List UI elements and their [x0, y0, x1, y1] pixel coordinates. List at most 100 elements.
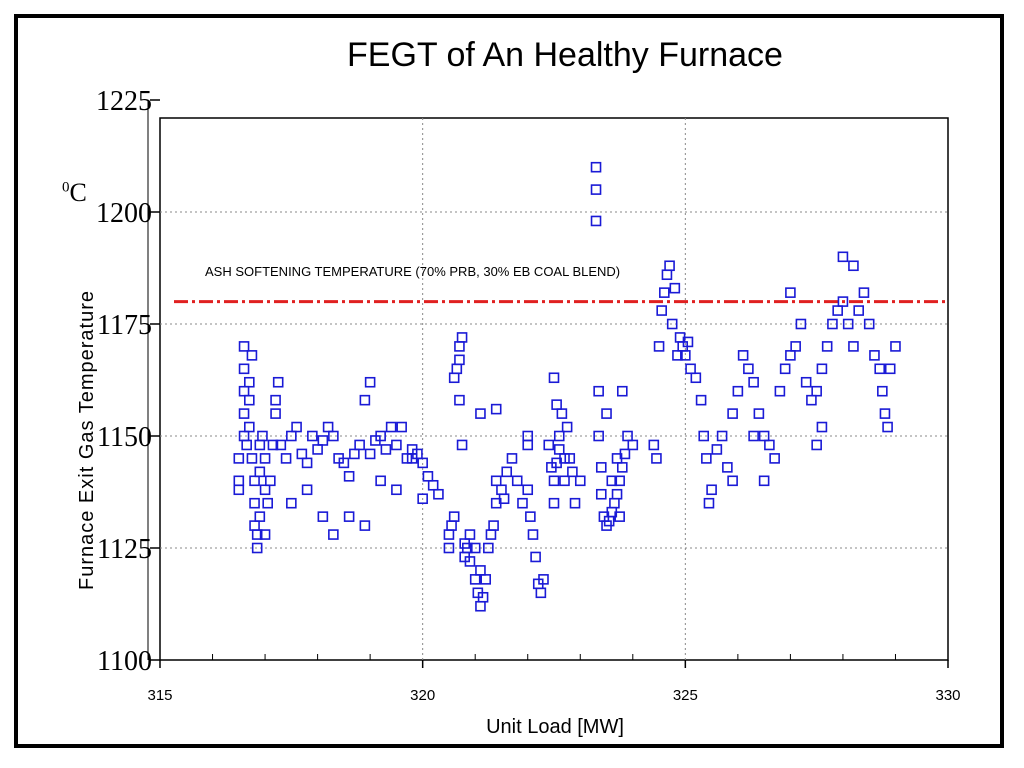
data-point [848, 260, 859, 272]
data-point [406, 453, 418, 464]
data-point [254, 439, 266, 451]
data-point [477, 591, 489, 603]
data-point [233, 475, 245, 487]
data-point [322, 421, 334, 433]
data-point [272, 376, 284, 388]
data-point [451, 363, 463, 375]
data-point [498, 493, 510, 505]
data-point [338, 457, 350, 469]
data-point [469, 542, 481, 554]
data-point [249, 520, 260, 531]
data-point [246, 350, 258, 361]
y-tick-label: 1175 [97, 310, 152, 341]
data-point [396, 421, 407, 433]
data-point [448, 511, 460, 522]
data-point [267, 439, 279, 451]
data-point [680, 350, 691, 361]
data-point [286, 497, 297, 509]
data-point [559, 475, 570, 487]
data-point [779, 363, 791, 375]
data-point [564, 453, 576, 464]
data-point [448, 372, 460, 384]
data-point [246, 453, 258, 464]
x-tick-label: 325 [673, 687, 698, 704]
data-point [858, 287, 870, 298]
data-point [648, 439, 660, 451]
data-point [616, 385, 628, 397]
data-point [790, 341, 801, 352]
data-point [816, 421, 828, 433]
data-point [259, 453, 271, 464]
data-point [241, 439, 252, 451]
data-point [821, 341, 833, 352]
y-tick-label: 1125 [97, 534, 152, 565]
data-point [456, 332, 468, 343]
chart-title: FEGT of An Healthy Furnace [347, 36, 783, 74]
data-point [364, 376, 376, 388]
data-point [656, 305, 667, 316]
data-point [701, 453, 712, 464]
data-point [483, 542, 494, 554]
data-point [244, 394, 255, 406]
data-point [456, 439, 468, 451]
data-point [590, 161, 602, 173]
data-point [485, 529, 497, 540]
data-point [611, 453, 623, 464]
reference-line-label: ASH SOFTENING TEMPERATURE (70% PRB, 30% … [205, 264, 621, 279]
data-point [590, 184, 602, 195]
data-point [538, 574, 549, 585]
data-point [259, 529, 271, 540]
data-point [417, 457, 428, 469]
data-point [262, 497, 273, 509]
data-point [800, 376, 812, 388]
data-point [464, 556, 476, 567]
data-point [863, 318, 875, 330]
data-point [651, 453, 662, 464]
data-point [375, 475, 386, 487]
y-axis-unit-base: C [69, 178, 87, 207]
data-point [785, 287, 796, 298]
data-point [842, 318, 854, 330]
data-point [317, 511, 329, 522]
data-point [785, 350, 796, 361]
data-point [848, 341, 859, 352]
data-point [685, 363, 696, 375]
data-point [475, 600, 486, 612]
data-point [535, 587, 547, 599]
data-point [877, 385, 888, 397]
data-point [254, 466, 266, 478]
data-point [312, 444, 323, 455]
data-point [317, 435, 329, 446]
data-point [249, 475, 260, 487]
data-point [616, 462, 628, 473]
plot-area [159, 117, 949, 661]
data-point [664, 260, 675, 272]
x-tick-label: 330 [935, 687, 960, 704]
data-point [296, 448, 308, 460]
y-axis-unit-superscript: 0 [62, 179, 70, 196]
data-point [774, 385, 786, 397]
data-point [257, 430, 268, 442]
data-point [874, 363, 886, 375]
data-point [375, 430, 386, 442]
data-point [443, 529, 455, 540]
data-point [737, 350, 749, 361]
data-point [816, 363, 828, 375]
data-point [530, 551, 541, 563]
data-point [469, 574, 481, 585]
data-point [238, 363, 250, 375]
data-point [722, 462, 733, 473]
data-point [328, 529, 339, 540]
data-point [614, 475, 625, 487]
x-axis-label: Unit Load [MW] [486, 716, 624, 738]
data-point [690, 372, 702, 384]
data-point [695, 394, 707, 406]
y-tick-label: 1225 [96, 86, 152, 117]
data-point [698, 430, 710, 442]
data-point [748, 376, 759, 388]
data-point [454, 341, 465, 352]
data-point [795, 318, 807, 330]
data-point [422, 471, 434, 482]
data-point [827, 318, 838, 330]
data-point [454, 394, 465, 406]
